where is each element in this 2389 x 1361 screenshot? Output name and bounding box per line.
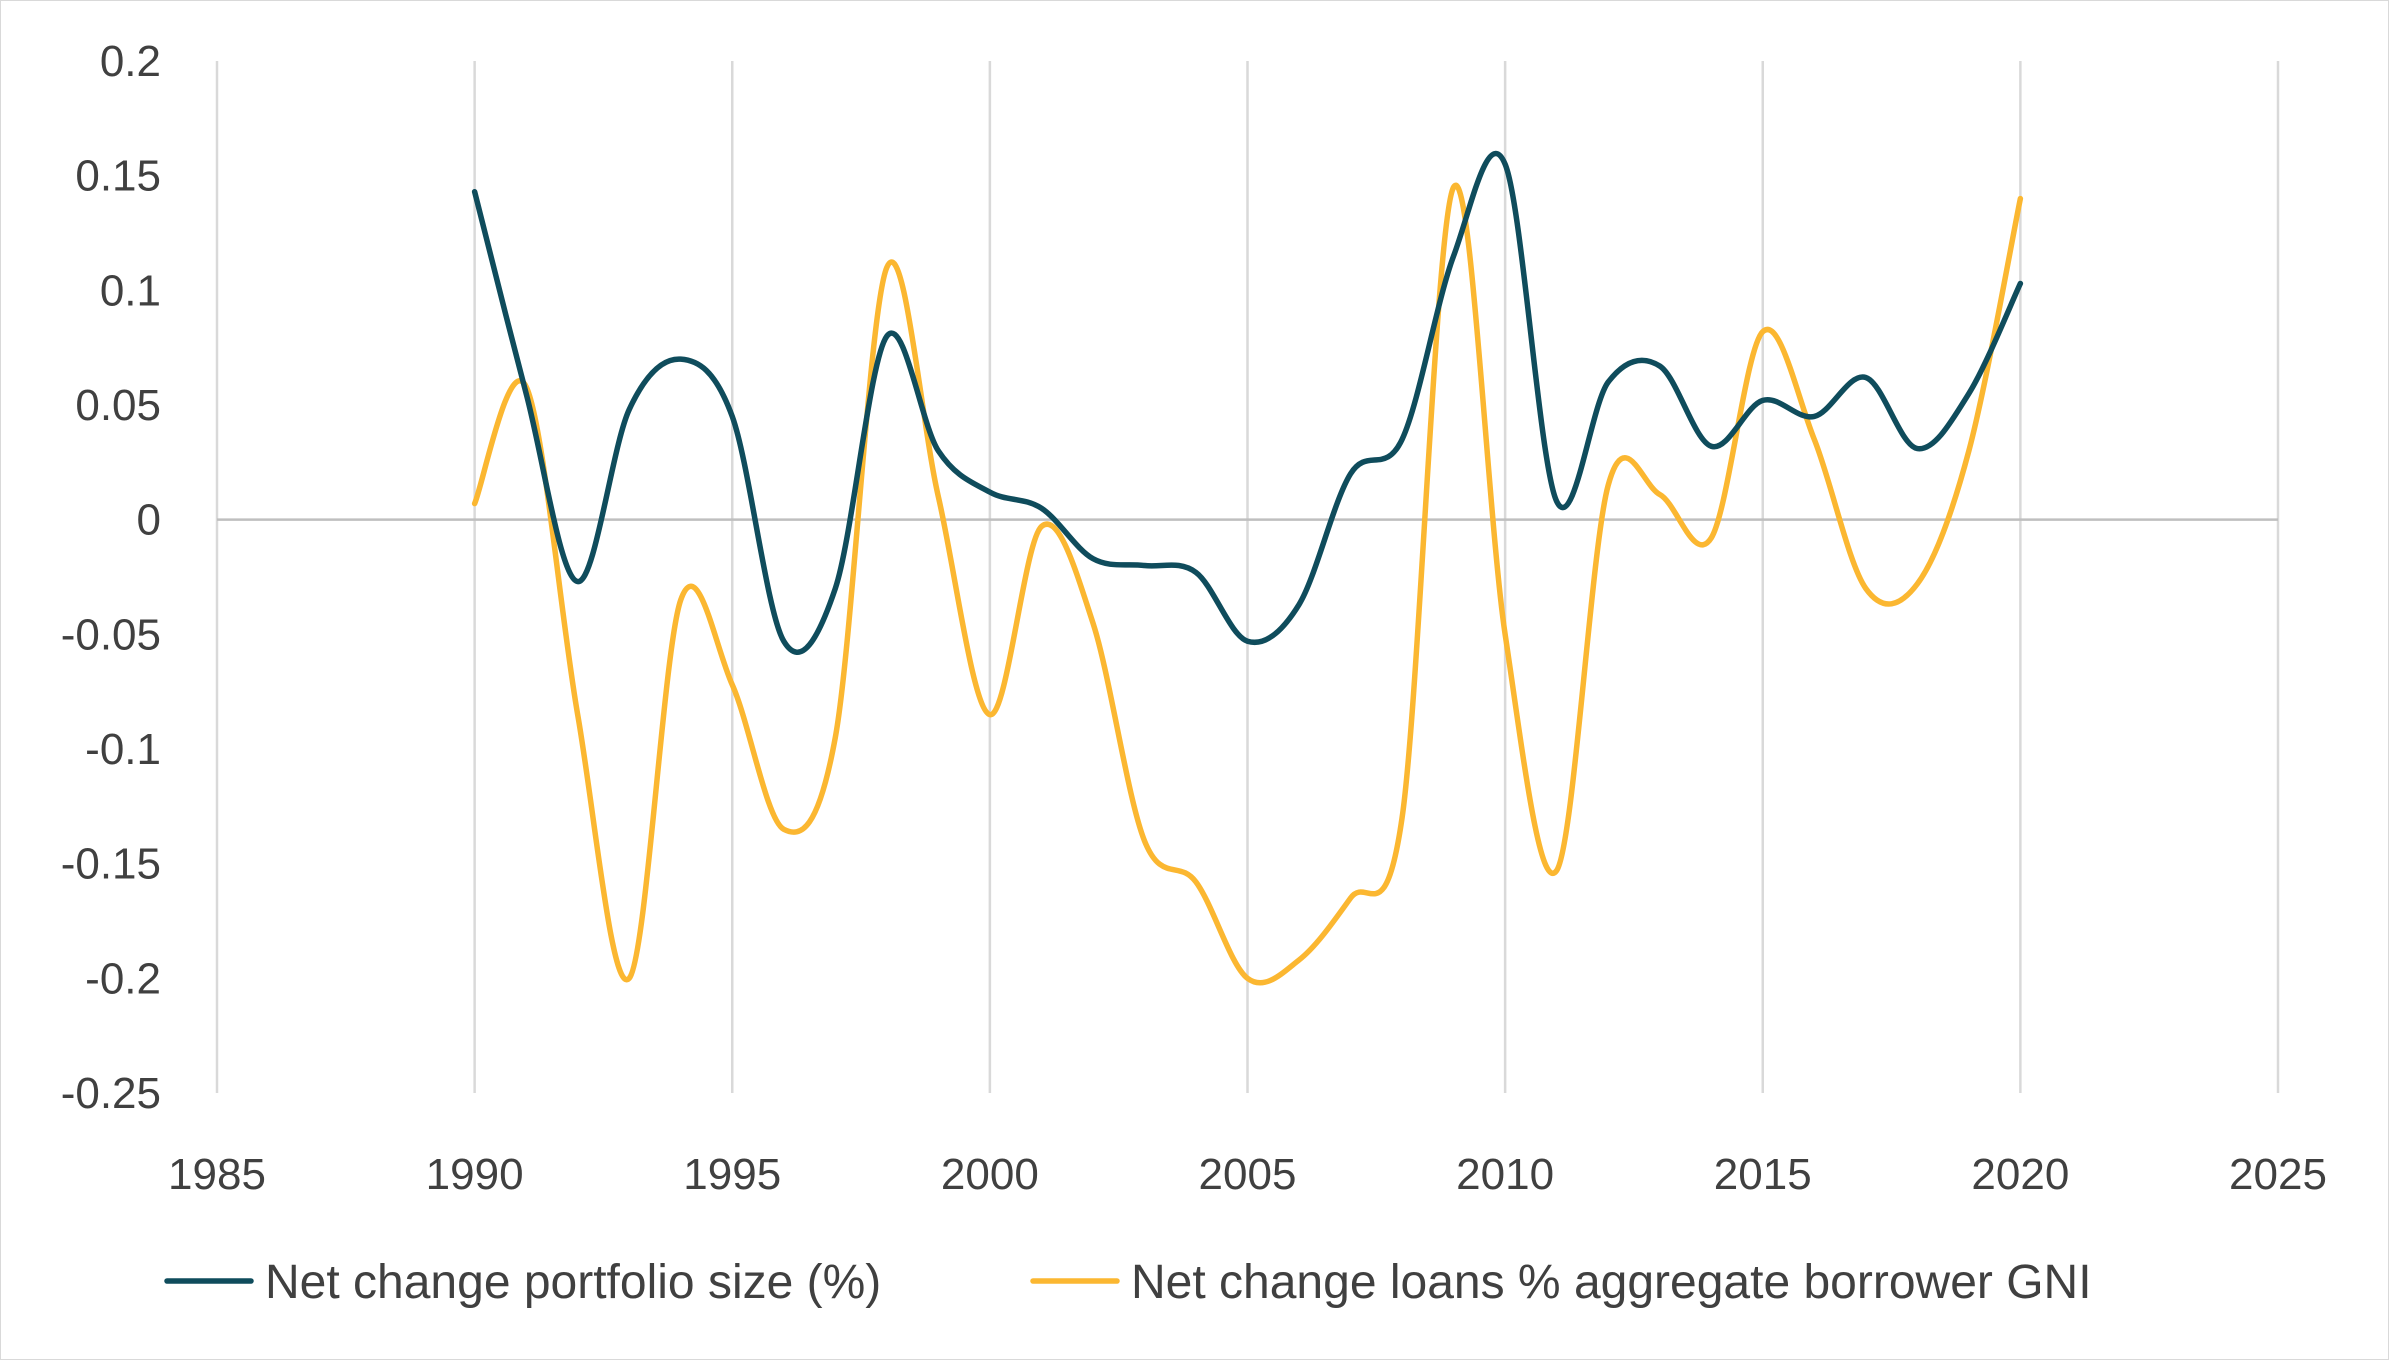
x-tick-label: 1985: [168, 1150, 266, 1199]
series-lines: [471, 151, 2024, 986]
x-tick-label: 1995: [683, 1150, 781, 1199]
legend-label-1: Net change portfolio size (%): [265, 1256, 881, 1309]
x-tick-label: 2000: [941, 1150, 1039, 1199]
y-tick-label: -0.2: [85, 954, 161, 1003]
y-tick-label: -0.25: [61, 1069, 161, 1118]
x-tick-label: 2025: [2229, 1150, 2327, 1199]
legend: Net change portfolio size (%) Net change …: [164, 1256, 2092, 1309]
axes: 1985 1990 1995 2000 2005 2010 2015 2020 2025 0.2 0…: [61, 37, 2327, 1199]
y-tick-label: 0.05: [75, 381, 161, 430]
y-tick-label: 0: [137, 496, 161, 545]
x-tick-label: 2010: [1456, 1150, 1554, 1199]
y-tick-label: -0.05: [61, 610, 161, 659]
y-tick-label: 0.1: [100, 266, 161, 315]
legend-label-2: Net change loans % aggregate borrower GN…: [1131, 1256, 2092, 1309]
series-line-2: [471, 182, 2024, 986]
x-tick-label: 2005: [1199, 1150, 1297, 1199]
y-tick-label: -0.1: [85, 725, 161, 774]
y-tick-label: 0.15: [75, 152, 161, 201]
y-tick-label: -0.15: [61, 840, 161, 889]
series-line-1: [471, 151, 2024, 655]
x-tick-label: 1990: [426, 1150, 524, 1199]
x-tick-label: 2015: [1714, 1150, 1812, 1199]
y-tick-label: 0.2: [100, 37, 161, 86]
gridlines: [215, 61, 2280, 1093]
x-tick-label: 2020: [1971, 1150, 2069, 1199]
